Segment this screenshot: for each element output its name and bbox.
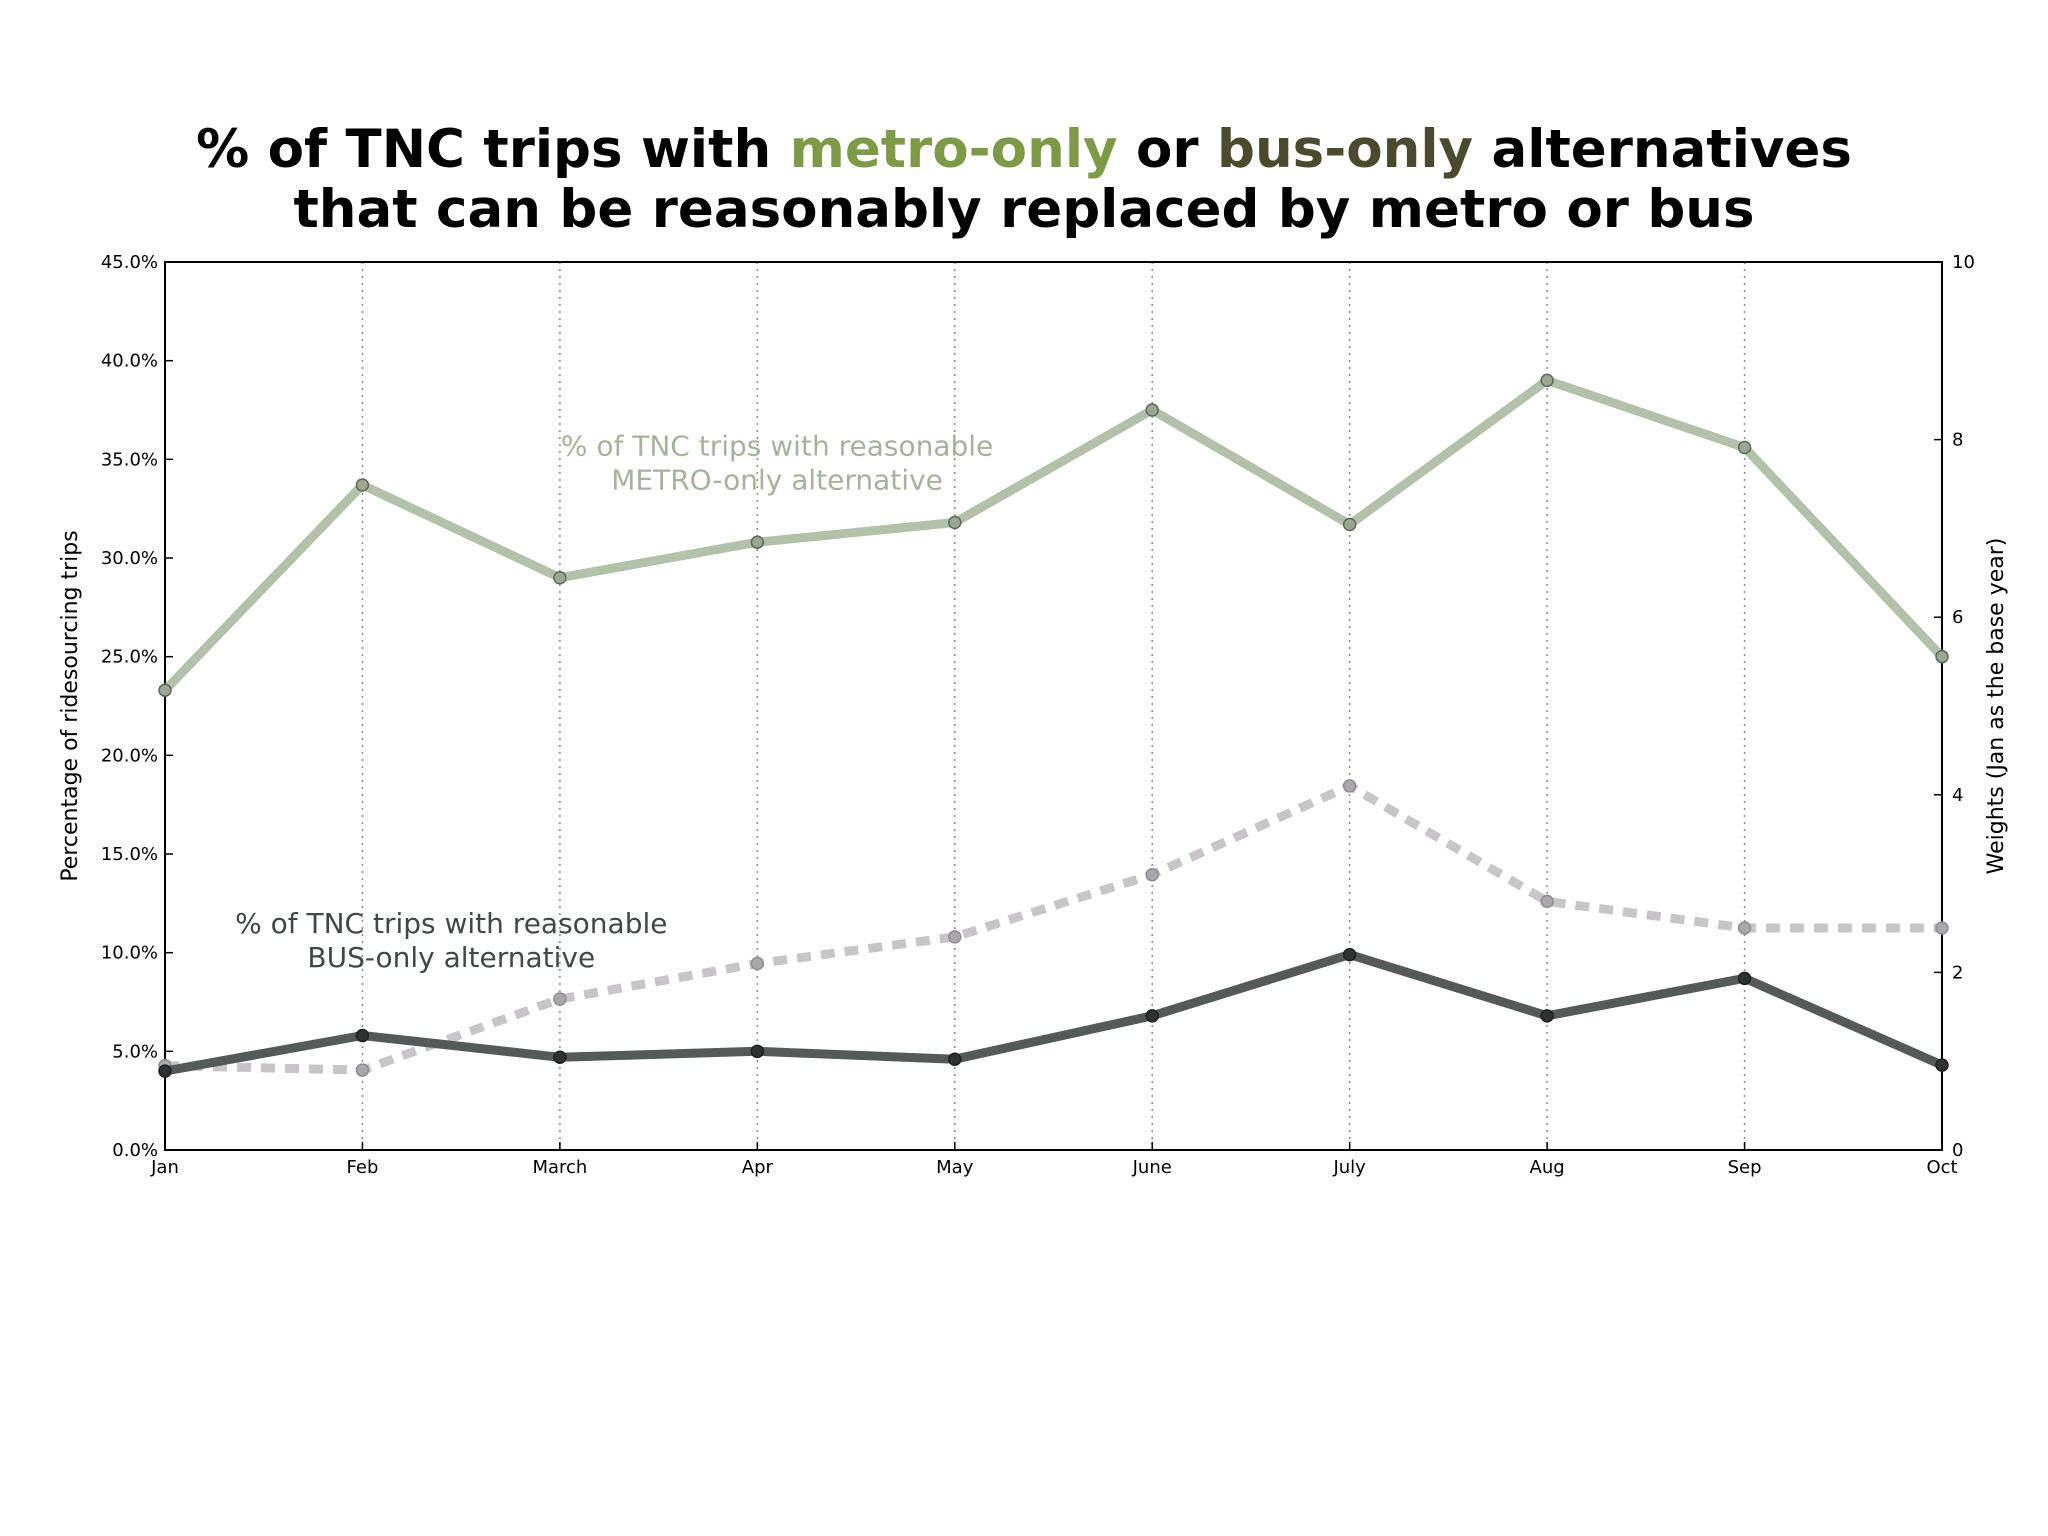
y-tick-label: 35.0% [101, 449, 158, 470]
data-point-weights [1145, 867, 1159, 882]
x-tick-label: July [1332, 1157, 1366, 1178]
annotation-bus: % of TNC trips with reasonable BUS-only a… [235, 907, 667, 974]
y2-tick-label: 4 [1952, 785, 1963, 806]
chart-title-line-2: that can be reasonably replaced by metro… [293, 179, 1755, 240]
y-tick-label: 45.0% [101, 252, 158, 273]
y-tick-label: 0.0% [112, 1140, 158, 1161]
chart-title-line-1: % of TNC trips with metro-only or bus-on… [0, 120, 2048, 180]
data-point-metro [158, 683, 172, 697]
x-tick-label: May [936, 1157, 974, 1178]
y2-tick-label: 10 [1952, 252, 1975, 273]
data-point-metro [1935, 649, 1949, 664]
data-point-bus [948, 1052, 962, 1066]
x-tick-label: March [532, 1157, 587, 1178]
y2-tick-label: 2 [1952, 962, 1963, 983]
data-point-weights [948, 930, 962, 944]
data-point-weights [355, 1063, 370, 1077]
x-tick-label: Feb [347, 1157, 379, 1178]
data-point-weights [1540, 894, 1554, 909]
y-tick-label: 40.0% [101, 351, 158, 372]
annotation-bus-line: BUS-only alternative [307, 941, 595, 974]
data-point-metro [553, 570, 567, 585]
x-tick-label: Oct [1926, 1157, 1957, 1178]
title-text-1: % of TNC trips with [196, 119, 790, 180]
plot-frame [164, 261, 1943, 1151]
data-point-weights [553, 992, 567, 1006]
data-point-metro [1145, 403, 1159, 417]
y-tick-label: 25.0% [101, 647, 158, 668]
y2-tick-label: 0 [1952, 1140, 1963, 1161]
data-point-bus [553, 1050, 567, 1065]
data-point-weights [1342, 779, 1357, 793]
data-point-bus [355, 1028, 370, 1043]
series-bus [158, 947, 1949, 1078]
y2-axis-label: Weights (Jan as the base year) [1984, 538, 2009, 875]
annotation-metro: % of TNC trips with reasonable METRO-only… [561, 429, 993, 496]
series-line-metro [160, 375, 1947, 695]
data-point-weights [1737, 921, 1752, 935]
annotation-metro-line: % of TNC trips with reasonable [561, 429, 993, 462]
data-point-bus [1935, 1058, 1949, 1072]
data-point-metro [1540, 373, 1554, 388]
annotation-bus-line: % of TNC trips with reasonable [235, 907, 667, 940]
data-point-bus [1540, 1009, 1554, 1023]
data-point-metro [948, 515, 962, 530]
series-metro [158, 373, 1949, 697]
y2-tick-label: 6 [1952, 607, 1963, 628]
y-axis-label: Percentage of ridesourcing trips [58, 530, 83, 881]
y-tick-label: 5.0% [112, 1041, 158, 1062]
title-text-3: alternatives [1473, 119, 1852, 180]
data-point-bus [750, 1044, 765, 1059]
data-point-bus [1342, 947, 1357, 962]
data-point-weights [1935, 921, 1949, 935]
series-weights [158, 779, 1949, 1077]
x-tick-label: June [1132, 1157, 1172, 1178]
data-point-bus [1145, 1009, 1159, 1023]
x-tick-label: Aug [1530, 1157, 1565, 1178]
x-tick-label: Jan [150, 1157, 179, 1178]
y2-tick-label: 8 [1952, 430, 1963, 451]
y-tick-label: 10.0% [101, 943, 158, 964]
data-point-weights [750, 956, 765, 971]
title-text-2: or [1117, 119, 1217, 180]
data-point-metro [1737, 440, 1752, 455]
data-point-metro [1342, 517, 1357, 532]
title-bus-only: bus-only [1217, 119, 1474, 180]
series-line-bus [160, 950, 1947, 1076]
y-tick-label: 20.0% [101, 745, 158, 766]
y-tick-label: 15.0% [101, 844, 158, 865]
title-metro-only: metro-only [789, 119, 1118, 180]
data-point-metro [750, 535, 765, 549]
data-point-bus [158, 1064, 172, 1078]
chart-title: % of TNC trips with metro-only or bus-on… [0, 120, 2048, 240]
data-point-bus [1737, 971, 1752, 986]
x-tick-label: Apr [742, 1157, 774, 1178]
data-point-metro [355, 478, 370, 492]
y-tick-label: 30.0% [101, 548, 158, 569]
x-tick-label: Sep [1728, 1157, 1762, 1178]
annotation-metro-line: METRO-only alternative [611, 463, 943, 496]
